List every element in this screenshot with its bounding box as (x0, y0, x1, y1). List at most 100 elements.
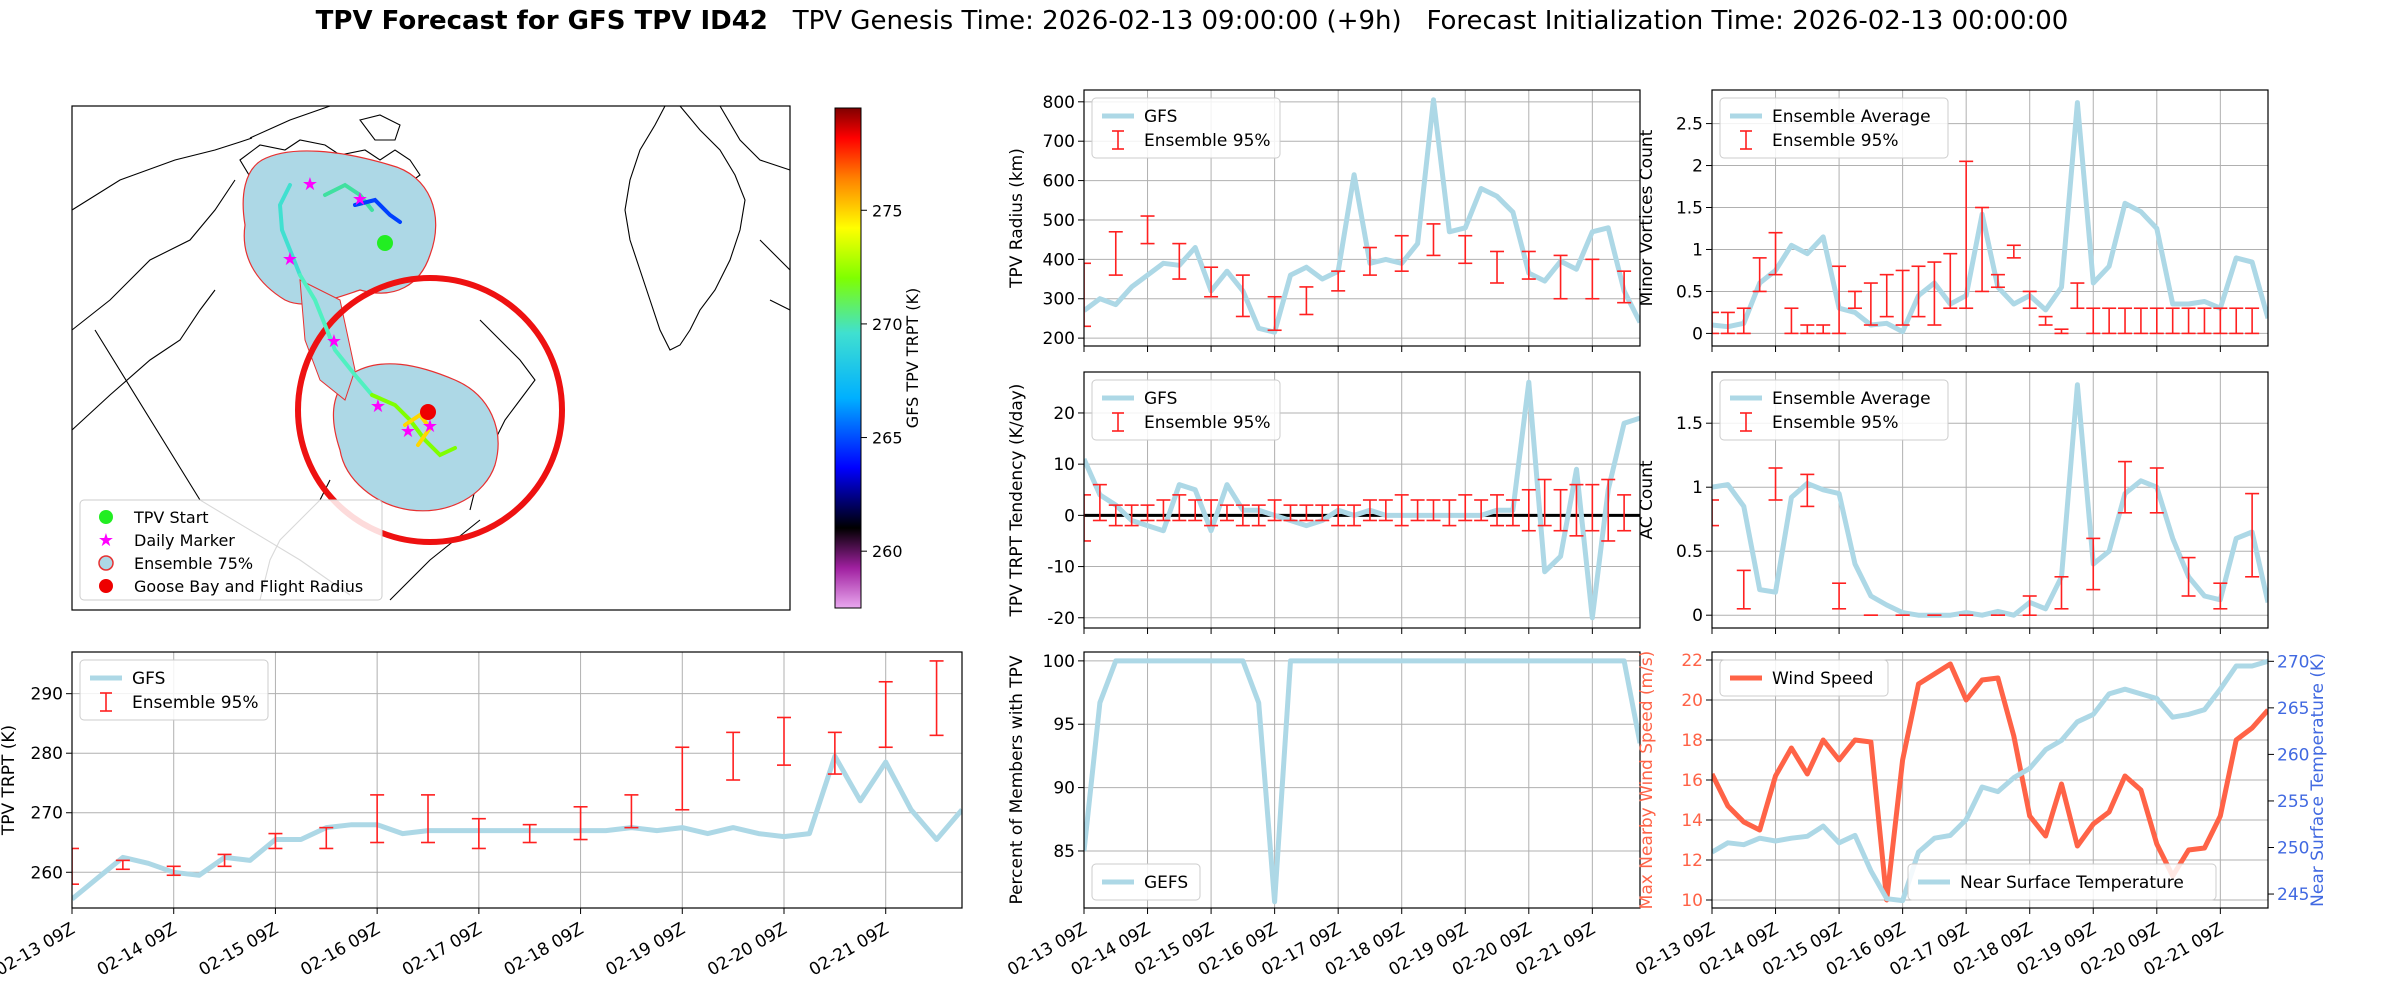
legend-box (1719, 659, 1889, 697)
y2-tick-label: 270 (2277, 652, 2309, 672)
legend-ensemble-icon (98, 555, 114, 571)
daily-markers: ★ ★ ★ ★ ★ ★ ★ (282, 174, 438, 442)
daily-marker: ★ (352, 189, 368, 210)
legend-box (1719, 97, 1949, 159)
near-surface-temperature-line (1712, 658, 2268, 904)
y-tick-label: 0.5 (1676, 282, 1703, 302)
y-tick-label: 95 (1053, 715, 1075, 735)
legend-start-icon (99, 510, 113, 524)
gfs-track-segment-5 (370, 393, 457, 458)
legend-box (1091, 97, 1281, 159)
x-tick-label: 02-14 09Z (94, 919, 180, 980)
colorbar (834, 107, 862, 609)
coastline-west (71, 137, 253, 431)
ensemble-average-line (1712, 382, 2268, 618)
y-tick-label: 20 (1681, 691, 1703, 711)
y2-tick-label: 265 (2277, 699, 2309, 719)
y-tick-label: 0 (1692, 324, 1703, 344)
y-tick-label: 0.5 (1676, 542, 1703, 562)
ac-plot-area (1712, 382, 2268, 618)
legend-box (1719, 379, 1949, 441)
y-tick-label: 100 (1043, 652, 1075, 672)
y2-tick-label: 245 (2277, 885, 2309, 905)
title-init-time: Forecast Initialization Time: 2026-02-13… (1426, 6, 2069, 36)
colorbar-tick-label: 260 (872, 542, 903, 561)
axes-frame (1083, 371, 1641, 629)
legend-label: GFS (1144, 389, 1177, 409)
tendency-plot-area (1084, 379, 1640, 621)
legend-label: Ensemble 95% (1144, 131, 1271, 151)
x-tick-label: 02-20 09Z (704, 919, 790, 980)
y-tick-label: 1.5 (1676, 199, 1703, 219)
y-tick-label: 0 (1064, 506, 1075, 526)
colorbar-label: GFS TPV TRPT (K) (903, 288, 922, 428)
legend-box (1091, 379, 1281, 441)
y-tick-label: 90 (1053, 779, 1075, 799)
x-tick-label: 02-16 09Z (297, 919, 383, 980)
daily-marker: ★ (400, 421, 416, 442)
y-tick-label: 22 (1681, 651, 1703, 671)
legend-label: Ensemble 95% (1772, 131, 1899, 151)
axes-frame (1083, 89, 1641, 347)
minor-chart: 0 0.5 1 1.5 2 2.5 Minor Vortices Count Ensemble… (1637, 89, 2269, 352)
y2-tick-label: 250 (2277, 838, 2309, 858)
y2-tick-label: 255 (2277, 792, 2309, 812)
legend-tpv-start: TPV Start (133, 508, 209, 527)
legend-star-icon: ★ (98, 530, 114, 551)
y-tick-label: 500 (1043, 211, 1075, 231)
ensemble-75-region-south (332, 363, 499, 512)
colorbar-ticks: 260 265 270 275 (861, 201, 903, 561)
y-tick-label: 1.5 (1676, 414, 1703, 434)
daily-marker: ★ (422, 416, 438, 437)
goose-bay-marker (420, 404, 436, 420)
figure-title: TPV Forecast for GFS TPV ID42 TPV Genesi… (0, 6, 2384, 36)
y-tick-label: 1 (1692, 478, 1703, 498)
gfs-line (72, 753, 962, 902)
x-tick-label: 02-17 09Z (399, 919, 485, 980)
y-tick-label: 18 (1681, 731, 1703, 751)
x-tick-label: 02-13 09Z (0, 919, 79, 980)
y-axis-label: Percent of Members with TPV (1007, 655, 1027, 904)
percent-plot-area (1084, 658, 1640, 905)
legend-box (79, 659, 269, 721)
colorbar-tick-label: 270 (872, 315, 903, 334)
legend-label: GEFS (1144, 873, 1188, 893)
y-tick-label: 10 (1681, 891, 1703, 911)
daily-marker: ★ (302, 174, 318, 195)
daily-marker: ★ (282, 249, 298, 270)
y-axis-label: Max Nearby Wind Speed (m/s) (1637, 651, 1657, 910)
legend-label: Ensemble Average (1772, 107, 1931, 127)
legend-label: Ensemble 95% (1772, 413, 1899, 433)
axes-frame (1711, 371, 2269, 629)
y-axis-label: TPV Radius (km) (1007, 148, 1027, 289)
y-tick-label: 600 (1043, 172, 1075, 192)
x-tick-label: 02-19 09Z (602, 919, 688, 980)
y-tick-label: 16 (1681, 771, 1703, 791)
y-tick-label: 10 (1053, 455, 1075, 475)
map-legend: TPV Start ★ Daily Marker Ensemble 75% Go… (79, 499, 383, 601)
x-tick-label: 02-18 09Z (501, 919, 587, 980)
axes-frame (1711, 89, 2269, 347)
y-tick-label: 700 (1043, 132, 1075, 152)
y-tick-label: 20 (1053, 404, 1075, 424)
ensemble-75-region-north (242, 150, 437, 305)
y-tick-label: -20 (1047, 609, 1075, 629)
gfs-track (277, 182, 457, 458)
x-tick-label: 02-21 09Z (806, 919, 892, 980)
title-tpv-id: TPV Forecast for GFS TPV ID42 (315, 6, 768, 36)
y-tick-label: 2.5 (1676, 115, 1703, 135)
legend-label: Ensemble 95% (132, 693, 259, 713)
y-axis-label: TPV TRPT Tendency (K/day) (1007, 384, 1027, 618)
y-tick-label: 270 (31, 804, 63, 824)
minor-plot-area (1712, 100, 2268, 335)
y-axis-label: TPV TRPT (K) (0, 725, 19, 836)
y-axis-label: Minor Vortices Count (1637, 129, 1657, 306)
y-tick-label: 400 (1043, 250, 1075, 270)
coastline-greenland (624, 105, 746, 351)
ac-chart: 0 0.5 1 1.5 AC Count Ensemble Average Ensemble… (1637, 371, 2269, 634)
flight-radius-circle (295, 275, 565, 545)
legend-label: GFS (1144, 107, 1177, 127)
legend-label: Ensemble 95% (1144, 413, 1271, 433)
